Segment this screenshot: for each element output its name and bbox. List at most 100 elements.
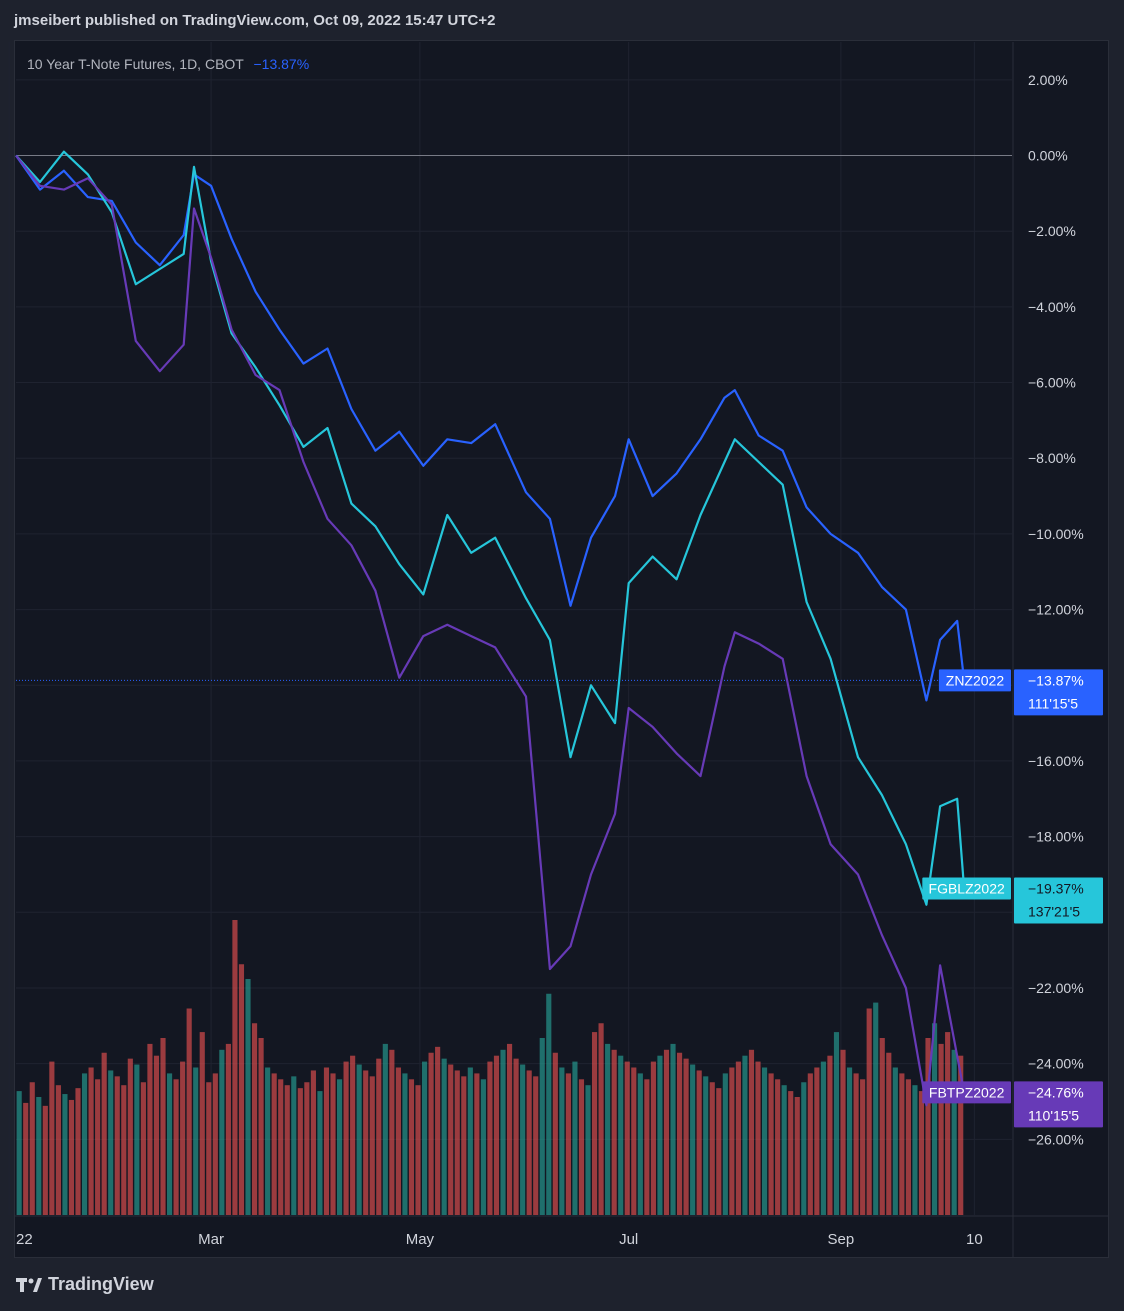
- volume-bar: [925, 1038, 931, 1215]
- volume-bar: [703, 1076, 709, 1215]
- volume-bar: [873, 1002, 879, 1215]
- volume-bar: [598, 1023, 604, 1215]
- publish-header: jmseibert published on TradingView.com, …: [14, 12, 495, 29]
- y-tick-label: −18.00%: [1028, 829, 1084, 845]
- volume-bar: [88, 1067, 94, 1215]
- volume-bar: [415, 1085, 421, 1215]
- volume-bar: [755, 1061, 761, 1215]
- volume-bar: [820, 1061, 826, 1215]
- volume-bar: [945, 1032, 951, 1215]
- volume-bar: [55, 1085, 61, 1215]
- volume-bar: [68, 1099, 75, 1215]
- volume-bar: [350, 1055, 356, 1215]
- series-line-znz2022[interactable]: [15, 154, 966, 702]
- volume-bar: [748, 1049, 755, 1215]
- volume-bar: [951, 1049, 957, 1215]
- volume-bar: [474, 1073, 480, 1215]
- volume-bar: [775, 1079, 781, 1215]
- volume-bar: [173, 1079, 179, 1215]
- legend-change: −13.87%: [253, 56, 310, 72]
- value-box-fbtpz2022: [1014, 1081, 1103, 1128]
- volume-bar: [559, 1067, 565, 1215]
- volume-bar: [546, 993, 552, 1215]
- volume-bar: [376, 1058, 382, 1215]
- volume-bar: [513, 1058, 519, 1215]
- volume-bar: [552, 1052, 558, 1215]
- value-pct: −24.76%: [1028, 1084, 1084, 1100]
- y-tick-label: −12.00%: [1028, 602, 1084, 618]
- value-price: 111'15'5: [1028, 695, 1078, 711]
- volume-bar: [323, 1067, 330, 1215]
- chart-legend[interactable]: 10 Year T-Note Futures, 1D, CBOT −13.87%: [27, 56, 309, 72]
- series-line-fbtpz2022[interactable]: [15, 154, 966, 1107]
- volume-bar: [853, 1073, 859, 1215]
- symbol-tag-text: ZNZ2022: [946, 672, 1005, 688]
- volume-bar: [62, 1094, 68, 1215]
- volume-bar: [127, 1058, 133, 1215]
- y-tick-label: −22.00%: [1028, 980, 1084, 996]
- legend-title: 10 Year T-Note Futures, 1D, CBOT: [27, 56, 244, 72]
- volume-bar: [186, 1008, 192, 1215]
- volume-bar: [75, 1088, 81, 1215]
- y-tick-label: −4.00%: [1028, 299, 1076, 315]
- axes: 2.00% 0.00% −2.00% −4.00% −6.00% −8.00% −10.00…: [15, 42, 1108, 1257]
- volume-bar: [722, 1073, 728, 1215]
- volume-bar: [506, 1043, 513, 1215]
- x-tick-label: Sep: [828, 1231, 855, 1248]
- volume-bar: [801, 1082, 807, 1215]
- volume-bar: [421, 1061, 428, 1215]
- series-lines: [15, 150, 966, 1107]
- volume-bar: [108, 1070, 114, 1215]
- author-name[interactable]: jmseibert: [14, 12, 81, 29]
- volume-bar: [631, 1067, 637, 1215]
- volume-bar: [251, 1023, 258, 1215]
- volume-bar: [147, 1043, 153, 1215]
- volume-bar: [304, 1082, 310, 1215]
- volume-bar: [336, 1079, 343, 1215]
- volume-bar: [408, 1079, 415, 1215]
- symbol-tag-fgblz2022: [922, 877, 1011, 900]
- value-pct: −19.37%: [1028, 880, 1084, 896]
- volume-bar: [23, 1102, 29, 1215]
- tradingview-footer[interactable]: TradingView: [16, 1274, 154, 1295]
- volume-bar: [199, 1032, 205, 1215]
- y-tick-label: −26.00%: [1028, 1131, 1084, 1147]
- value-price: 137'21'5: [1028, 903, 1080, 919]
- volume-bar: [265, 1067, 271, 1215]
- volume-bar: [389, 1049, 395, 1215]
- volume-bar: [585, 1085, 591, 1215]
- y-tick-label: −10.00%: [1028, 526, 1084, 542]
- volume-bar: [807, 1073, 813, 1215]
- volume-bar: [238, 964, 245, 1215]
- volume-bar: [480, 1079, 486, 1215]
- volume-bar: [866, 1008, 872, 1215]
- x-tick-label: Mar: [198, 1231, 224, 1248]
- series-line-fgblz2022[interactable]: [15, 150, 966, 906]
- volume-bar: [918, 1091, 925, 1215]
- volume-bar: [611, 1049, 617, 1215]
- volume-bar: [742, 1055, 748, 1215]
- volume-bar: [761, 1067, 768, 1215]
- volume-bar: [605, 1043, 611, 1215]
- y-tick-label: −24.00%: [1028, 1056, 1084, 1072]
- volume-bars: [16, 920, 964, 1215]
- volume-bar: [860, 1079, 866, 1215]
- volume-bar: [768, 1073, 774, 1215]
- volume-bar: [29, 1082, 35, 1215]
- volume-bar: [520, 1064, 526, 1215]
- volume-bar: [330, 1073, 336, 1215]
- y-tick-label: −16.00%: [1028, 753, 1084, 769]
- volume-bar: [591, 1032, 598, 1215]
- volume-bar: [827, 1055, 833, 1215]
- volume-bar: [180, 1061, 186, 1215]
- grid-lines: [8, 42, 1012, 1215]
- volume-bar: [232, 920, 238, 1215]
- volume-bar: [899, 1073, 905, 1215]
- volume-bar: [212, 1073, 218, 1215]
- volume-bar: [343, 1061, 349, 1215]
- volume-bar: [644, 1079, 650, 1215]
- volume-bar: [670, 1043, 676, 1215]
- volume-bar: [356, 1064, 362, 1215]
- y-tick-label: −8.00%: [1028, 450, 1076, 466]
